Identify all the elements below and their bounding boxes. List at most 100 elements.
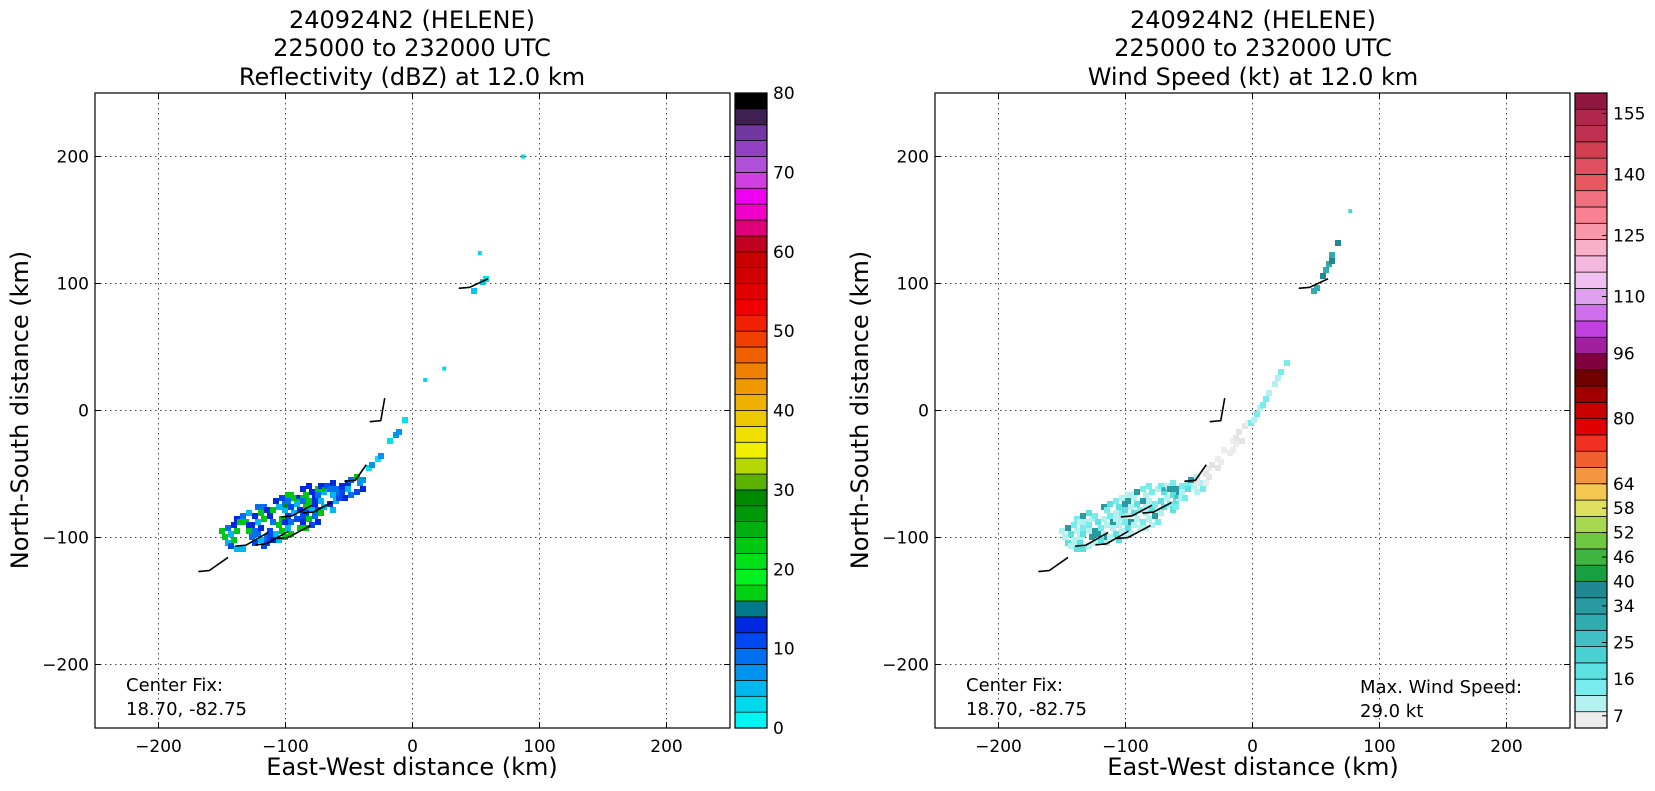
echo-cell: [1113, 531, 1119, 537]
colorbar-segment: [734, 219, 768, 237]
echo-cell: [1239, 438, 1245, 444]
echo-cell: [1170, 492, 1176, 498]
echo-cell: [255, 531, 261, 537]
echo-cell: [222, 534, 228, 540]
echo-cell: [1158, 483, 1164, 489]
echo-point: [1348, 209, 1353, 214]
colorbar-tick-label: 50: [773, 322, 795, 342]
echo-cell: [1080, 546, 1086, 552]
wind-title-line-1: 240924N2 (HELENE): [1130, 6, 1376, 34]
echo-cell: [1065, 525, 1071, 531]
echo-cell: [285, 498, 291, 504]
colorbar-tick-label: 40: [1613, 572, 1635, 592]
echo-cell: [1260, 402, 1266, 408]
reflectivity-panel: 240924N2 (HELENE) 225000 to 232000 UTC R…: [6, 6, 795, 781]
echo-cell: [240, 546, 246, 552]
echo-cell: [1179, 489, 1185, 495]
echo-cell: [1185, 486, 1191, 492]
colorbar-segment: [1574, 467, 1608, 485]
x-tick-label: −200: [135, 737, 182, 757]
echo-cell: [1095, 531, 1101, 537]
echo-cell: [276, 537, 282, 543]
echo-cell: [288, 519, 294, 525]
echo-cell: [1140, 498, 1146, 504]
colorbar-frame: [1574, 92, 1608, 729]
echo-cell: [234, 546, 240, 552]
colorbar-segment: [734, 505, 768, 522]
colorbar-segment: [1574, 255, 1608, 273]
echo-cell: [231, 522, 237, 528]
colorbar-segment: [734, 632, 768, 649]
echo-cell: [1119, 528, 1125, 534]
colorbar-tick-label: 58: [1613, 499, 1635, 519]
wind-barb: [1209, 398, 1226, 423]
echo-point: [423, 378, 428, 383]
y-tick-label: 200: [897, 148, 929, 168]
colorbar-segment: [734, 283, 768, 300]
echo-cell: [252, 513, 258, 519]
y-tick-label: −100: [42, 529, 89, 549]
echo-cell: [1320, 273, 1326, 279]
echo-cell: [1194, 489, 1200, 495]
echo-cell: [1092, 513, 1098, 519]
colorbar-segment: [1574, 304, 1608, 322]
echo-cell: [267, 528, 273, 534]
echo-cell: [1113, 516, 1119, 522]
colorbar-segment: [1574, 157, 1608, 175]
echo-cell: [240, 513, 246, 519]
echo-cell: [282, 519, 288, 525]
echo-cell: [255, 519, 261, 525]
echo-cell: [1266, 390, 1272, 396]
colorbar-segment: [1574, 239, 1608, 257]
colorbar-segment: [1574, 450, 1608, 468]
colorbar-segment: [1574, 402, 1608, 419]
colorbar-tick-label: 80: [773, 84, 795, 104]
colorbar-segment: [734, 410, 768, 427]
echo-cell: [228, 543, 234, 549]
colorbar-segment: [734, 108, 768, 126]
echo-cell: [321, 489, 327, 495]
echo-point: [296, 494, 301, 499]
colorbar-segment: [734, 299, 768, 316]
echo-cell: [1200, 486, 1206, 492]
colorbar-segment: [734, 92, 768, 110]
echo-cell: [1074, 528, 1080, 534]
colorbar-segment: [1574, 695, 1608, 713]
colorbar-segment: [734, 251, 768, 268]
colorbar-segment: [1574, 515, 1608, 533]
echo-cell: [306, 483, 312, 489]
colorbar-segment: [734, 553, 768, 570]
colorbar-segment: [1574, 141, 1608, 159]
echo-cell: [1122, 507, 1128, 513]
echo-cell: [1116, 537, 1122, 543]
colorbar-segment: [1574, 336, 1608, 354]
echo-cell: [1116, 522, 1122, 528]
echo-cell: [294, 501, 300, 507]
echo-cell: [1110, 525, 1116, 531]
echo-cell: [1107, 501, 1113, 507]
echo-cell: [330, 492, 336, 498]
echo-cell: [1080, 513, 1086, 519]
wind-grid: [935, 93, 1570, 728]
echo-cell: [1155, 519, 1161, 525]
colorbar-segment: [1574, 678, 1608, 696]
echo-cell: [369, 462, 375, 468]
echo-cell: [300, 498, 306, 504]
y-tick-label: −200: [42, 656, 89, 676]
colorbar-segment: [734, 124, 768, 141]
echo-cell: [315, 492, 321, 498]
echo-cell: [1086, 510, 1092, 516]
colorbar-segment: [1574, 483, 1608, 501]
y-tick-label: 200: [57, 148, 89, 168]
echo-cell: [1092, 540, 1098, 546]
colorbar-segment: [734, 267, 768, 284]
echo-cell: [1335, 240, 1341, 246]
wind-barb: [1075, 531, 1109, 547]
wind-barb: [1184, 464, 1207, 483]
echo-cell: [339, 489, 345, 495]
x-tick-label: 0: [1247, 737, 1258, 757]
echo-cell: [309, 522, 315, 528]
reflectivity-wind-barbs: [198, 277, 489, 573]
y-tick-label: −100: [882, 529, 929, 549]
y-tick-label: 100: [897, 275, 929, 295]
